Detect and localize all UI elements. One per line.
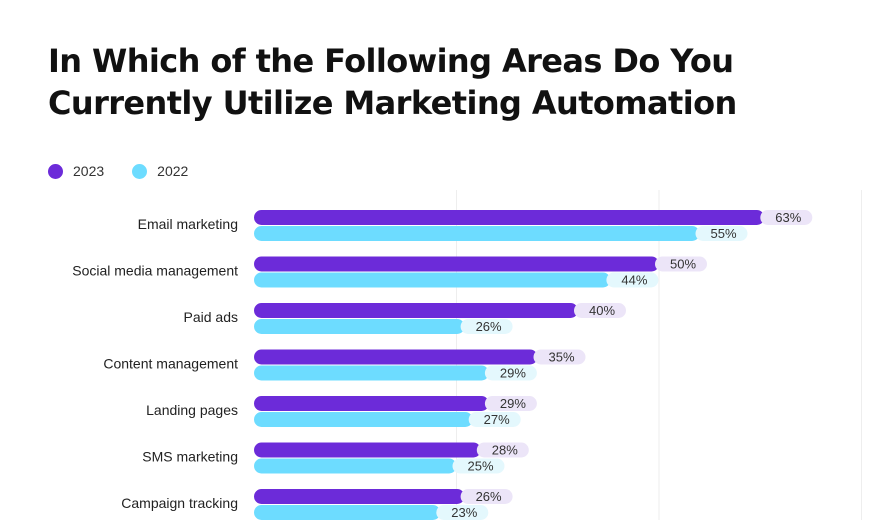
chart-title-line-1: In Which of the Following Areas Do You xyxy=(48,42,734,80)
value-pill-2023 xyxy=(533,349,586,365)
data-label-2023: 63% xyxy=(775,210,801,225)
value-pill-2023 xyxy=(760,210,813,225)
data-label-2023: 50% xyxy=(670,257,696,272)
category-label: Paid ads xyxy=(184,309,238,325)
value-pill-2023 xyxy=(484,396,537,411)
data-label-2023: 29% xyxy=(500,396,526,411)
value-pill-2022 xyxy=(460,319,513,334)
value-pill-2023 xyxy=(460,489,513,504)
legend-item-2022: 2022 xyxy=(132,163,188,179)
chart-title-line-2: Currently Utilize Marketing Automation xyxy=(48,84,737,122)
bar-2022 xyxy=(254,505,441,520)
chart-title: In Which of the Following Areas Do You C… xyxy=(48,40,828,124)
legend-label-2022: 2022 xyxy=(157,163,189,179)
bar-2023 xyxy=(254,210,765,225)
bar-2023 xyxy=(254,349,538,365)
bar-2023 xyxy=(254,489,465,504)
value-pill-2022 xyxy=(606,272,659,288)
category-label: Email marketing xyxy=(138,216,238,232)
data-label-2023: 26% xyxy=(476,489,502,504)
value-pill-2023 xyxy=(655,256,707,272)
data-label-2022: 55% xyxy=(710,226,736,241)
legend-item-2023: 2023 xyxy=(48,163,104,179)
category-label: Campaign tracking xyxy=(121,495,238,511)
bar-2022 xyxy=(254,458,457,474)
value-pill-2022 xyxy=(695,226,748,241)
category-label: SMS marketing xyxy=(142,449,238,465)
value-pill-2023 xyxy=(574,303,626,318)
value-pill-2022 xyxy=(436,505,489,520)
legend-swatch-2023 xyxy=(48,163,63,179)
value-pill-2022 xyxy=(452,458,505,474)
value-pill-2023 xyxy=(476,442,529,458)
legend: 2023 2022 xyxy=(48,161,188,181)
bar-2023 xyxy=(254,303,578,318)
bar-2022 xyxy=(254,319,465,334)
bar-2022 xyxy=(254,272,611,288)
data-label-2023: 35% xyxy=(548,350,574,365)
value-pill-2022 xyxy=(468,412,521,427)
bar-2023 xyxy=(254,256,659,272)
value-pill-2022 xyxy=(484,365,537,381)
category-label: Social media management xyxy=(72,263,238,279)
bar-2022 xyxy=(254,226,700,241)
bar-2023 xyxy=(254,442,481,458)
bar-2022 xyxy=(254,412,473,427)
category-label: Content management xyxy=(103,356,238,372)
data-label-2022: 26% xyxy=(476,319,502,334)
bar-2023 xyxy=(254,396,489,411)
data-label-2023: 40% xyxy=(589,303,615,318)
data-label-2022: 44% xyxy=(621,273,647,288)
data-label-2022: 29% xyxy=(500,366,526,381)
legend-swatch-2022 xyxy=(132,163,148,179)
legend-label-2023: 2023 xyxy=(73,163,105,179)
bar-2022 xyxy=(254,365,489,381)
data-label-2022: 27% xyxy=(484,412,510,427)
category-label: Landing pages xyxy=(146,402,238,418)
data-label-2022: 23% xyxy=(451,505,477,520)
data-label-2022: 25% xyxy=(467,459,493,474)
data-label-2023: 28% xyxy=(492,443,518,458)
